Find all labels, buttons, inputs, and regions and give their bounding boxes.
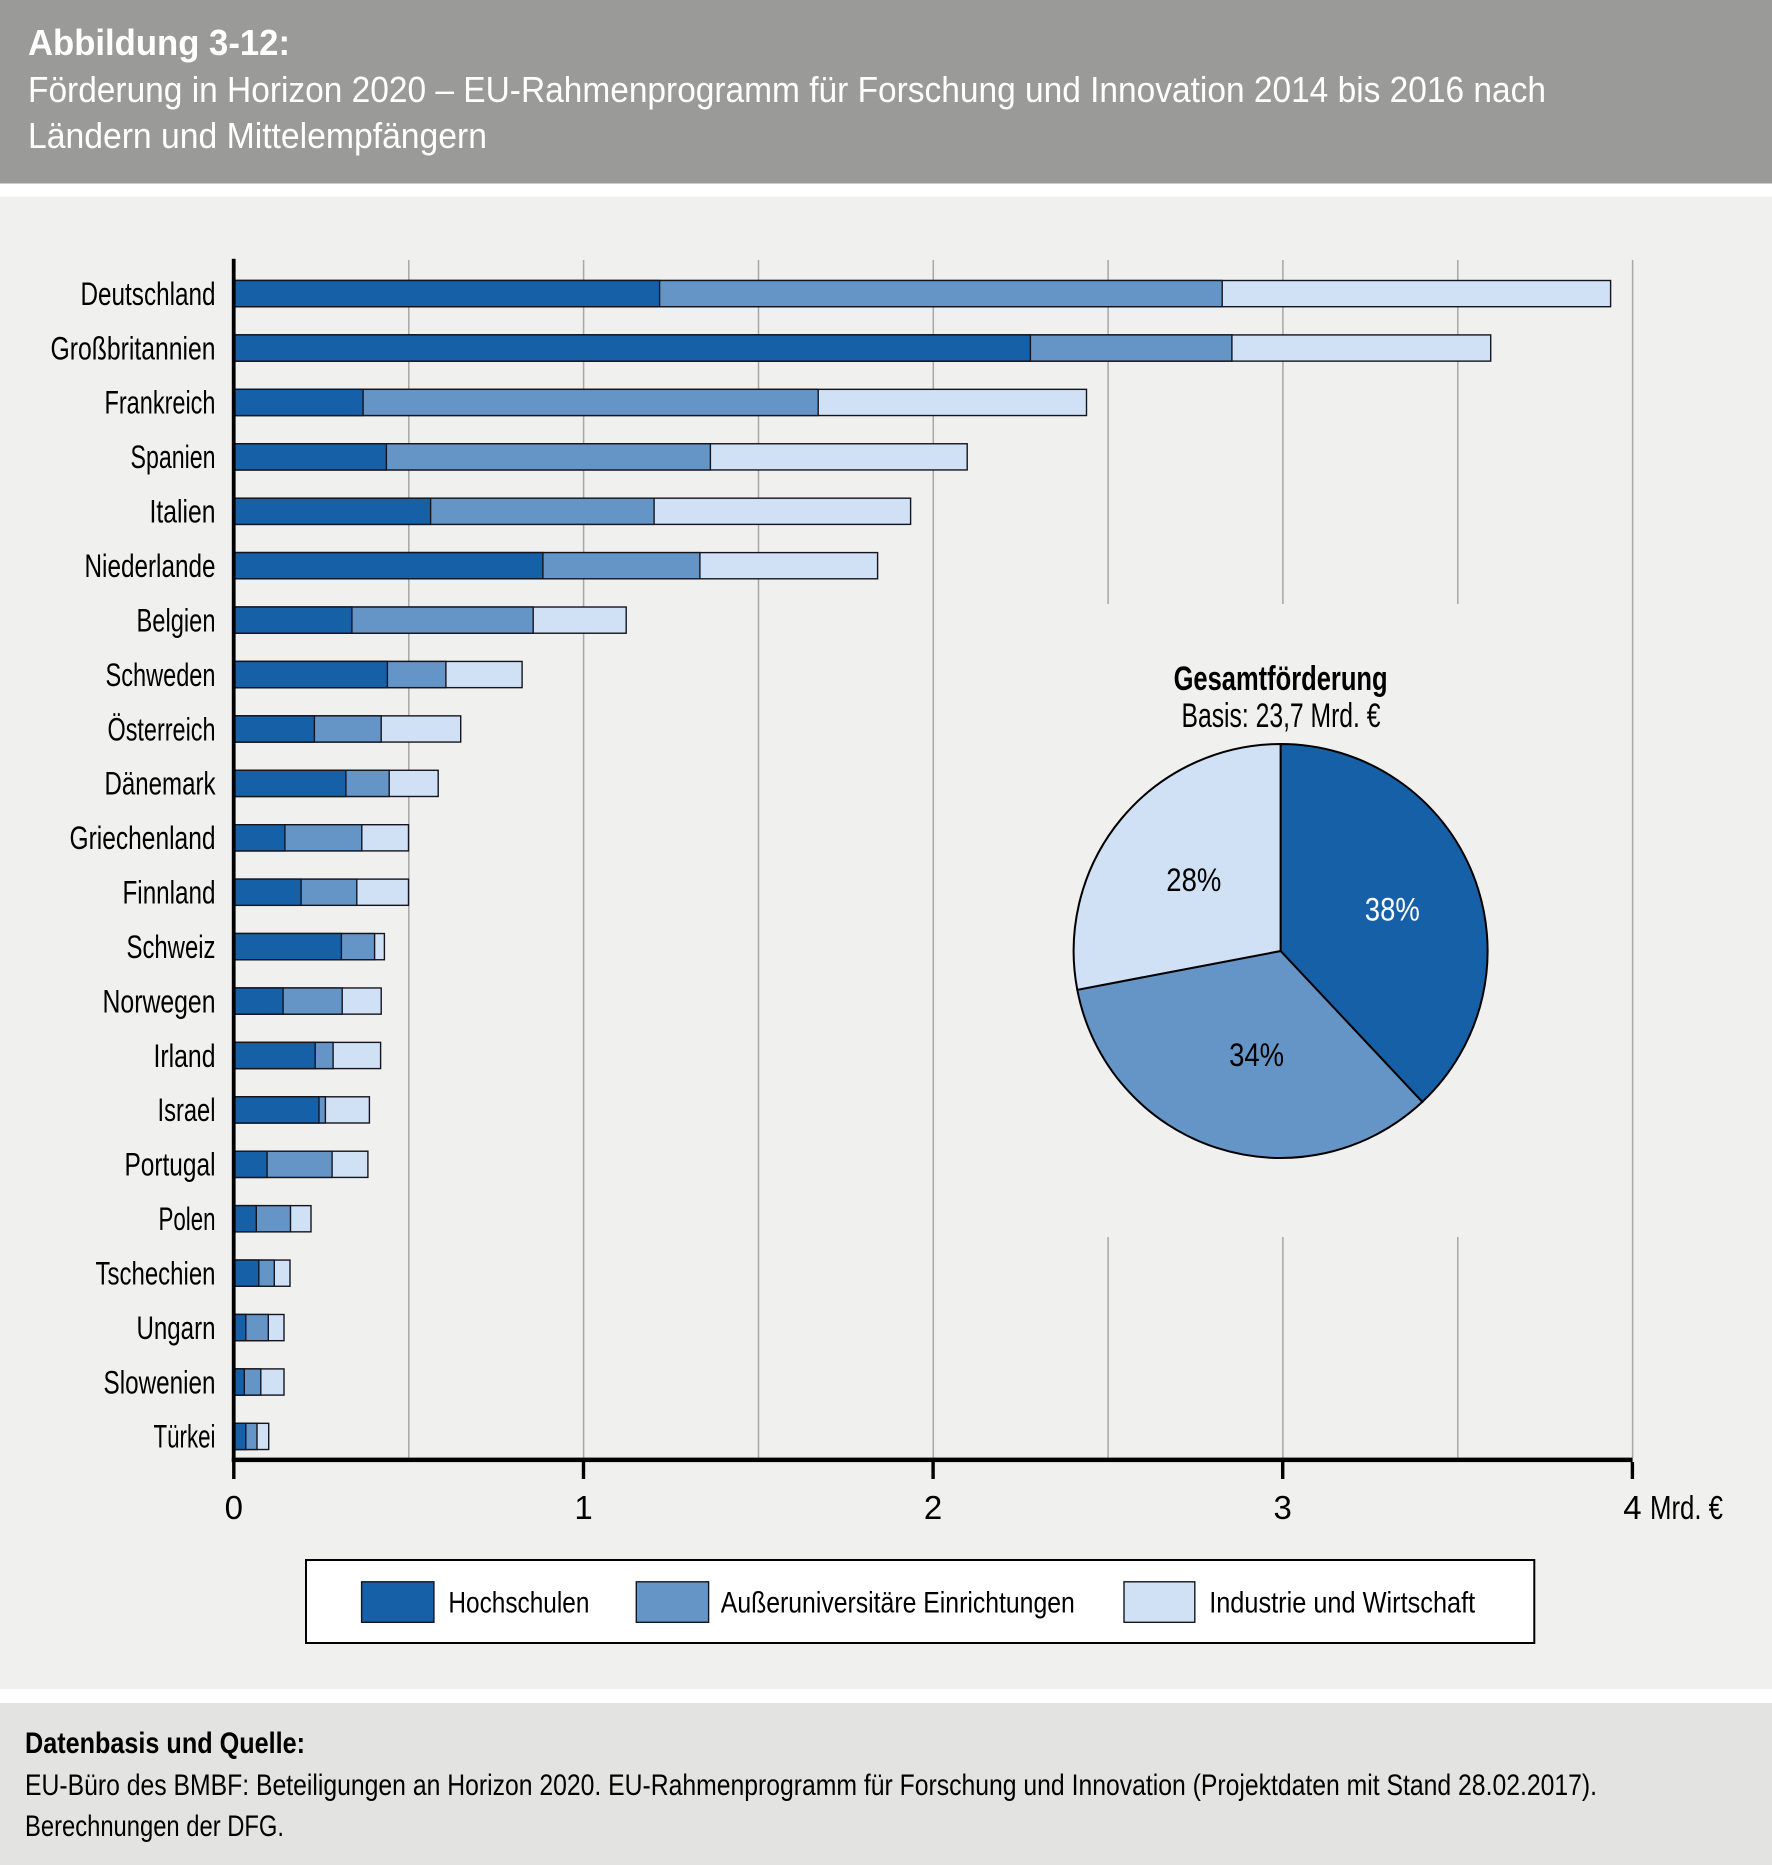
svg-text:Tschechien: Tschechien bbox=[96, 1256, 216, 1292]
svg-text:2: 2 bbox=[924, 1489, 942, 1526]
svg-text:Belgien: Belgien bbox=[137, 602, 216, 638]
svg-text:Slowenien: Slowenien bbox=[104, 1364, 216, 1400]
svg-text:4: 4 bbox=[1623, 1489, 1641, 1526]
svg-text:Polen: Polen bbox=[159, 1201, 216, 1237]
svg-text:28%: 28% bbox=[1166, 862, 1221, 898]
svg-text:34%: 34% bbox=[1229, 1037, 1284, 1073]
svg-text:Schweiz: Schweiz bbox=[127, 929, 216, 965]
svg-text:Griechenland: Griechenland bbox=[70, 820, 216, 856]
svg-text:Norwegen: Norwegen bbox=[103, 983, 216, 1019]
svg-text:Ungarn: Ungarn bbox=[137, 1310, 216, 1346]
svg-text:38%: 38% bbox=[1365, 892, 1420, 928]
svg-text:Industrie und Wirtschaft: Industrie und Wirtschaft bbox=[1209, 1587, 1476, 1620]
svg-text:Österreich: Österreich bbox=[108, 711, 216, 747]
svg-text:Ländern und Mittelempfängern: Ländern und Mittelempfängern bbox=[28, 115, 487, 156]
svg-text:Gesamtförderung: Gesamtförderung bbox=[1174, 660, 1388, 698]
svg-text:Außeruniversitäre Einrichtunge: Außeruniversitäre Einrichtungen bbox=[721, 1587, 1075, 1620]
svg-text:Berechnungen der DFG.: Berechnungen der DFG. bbox=[25, 1810, 284, 1843]
svg-text:Spanien: Spanien bbox=[131, 439, 216, 475]
svg-text:Niederlande: Niederlande bbox=[85, 548, 216, 584]
svg-text:3: 3 bbox=[1274, 1489, 1292, 1526]
svg-text:Irland: Irland bbox=[154, 1038, 216, 1074]
svg-text:Türkei: Türkei bbox=[154, 1419, 216, 1455]
svg-text:Deutschland: Deutschland bbox=[81, 276, 216, 312]
svg-text:0: 0 bbox=[225, 1489, 243, 1526]
svg-text:Hochschulen: Hochschulen bbox=[448, 1587, 589, 1620]
svg-text:Großbritannien: Großbritannien bbox=[51, 330, 216, 366]
svg-text:Israel: Israel bbox=[158, 1092, 216, 1128]
svg-text:1: 1 bbox=[574, 1489, 592, 1526]
svg-text:Dänemark: Dänemark bbox=[105, 766, 217, 802]
svg-text:Schweden: Schweden bbox=[106, 657, 216, 693]
svg-text:Förderung in Horizon 2020 – EU: Förderung in Horizon 2020 – EU-Rahmenpro… bbox=[28, 69, 1546, 110]
svg-text:Portugal: Portugal bbox=[125, 1147, 216, 1183]
svg-text:Basis: 23,7 Mrd. €: Basis: 23,7 Mrd. € bbox=[1182, 697, 1381, 735]
svg-text:Finnland: Finnland bbox=[123, 875, 216, 911]
svg-text:Mrd. €: Mrd. € bbox=[1650, 1489, 1723, 1526]
svg-text:Italien: Italien bbox=[150, 494, 216, 530]
svg-text:Abbildung 3-12:: Abbildung 3-12: bbox=[28, 22, 290, 63]
svg-text:Datenbasis und Quelle:: Datenbasis und Quelle: bbox=[25, 1727, 305, 1760]
svg-text:EU-Büro des BMBF: Beteiligunge: EU-Büro des BMBF: Beteiligungen an Horiz… bbox=[25, 1769, 1597, 1802]
svg-text:Frankreich: Frankreich bbox=[105, 385, 216, 421]
